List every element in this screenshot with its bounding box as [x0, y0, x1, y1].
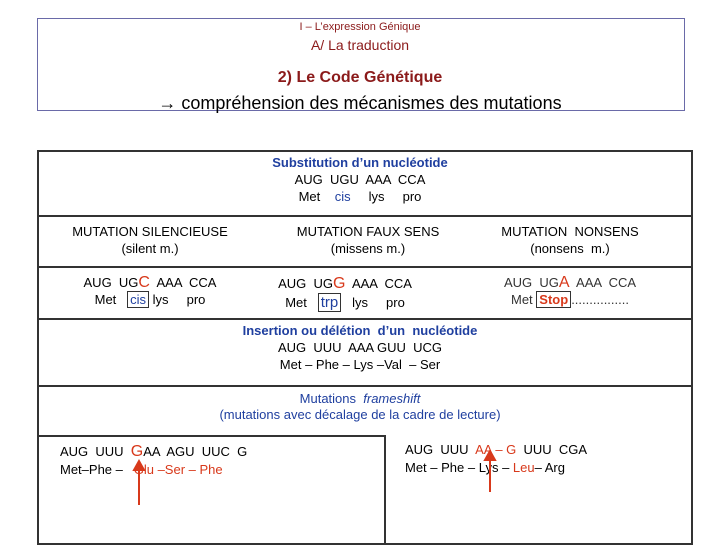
codon: AAA CCA	[569, 275, 637, 290]
deletion-example: AUG UUU AA – G UUU CGA Met – Phe – Lys –…	[405, 441, 587, 477]
col-body: AUG UGC AAA CCA Met cis lys pro	[40, 274, 260, 308]
aa: pro	[186, 292, 206, 307]
aa: cis	[127, 291, 150, 308]
mutated-base: C	[138, 274, 150, 291]
col-subtitle: (nonsens m.)	[530, 241, 610, 256]
substitution-title: Substitution d’un nucléotide	[272, 155, 448, 170]
aa: trp	[317, 293, 342, 312]
amino-acids: Met – Phe – Lys –Val – Ser	[279, 357, 441, 372]
divider	[37, 215, 693, 217]
aa: Leu	[512, 460, 535, 475]
text: Mutations	[299, 391, 364, 406]
aa: Met	[94, 292, 117, 307]
frameshift-title: Mutations frameshift	[0, 391, 720, 406]
inserted-base: G	[130, 443, 144, 460]
col-title: MUTATION FAUX SENS	[296, 224, 440, 239]
insertion-example: AUG UUU GAA AGU UUC G Met–Phe – Glu –Ser…	[60, 443, 247, 479]
aa: Met	[298, 189, 321, 204]
aa: lys	[368, 189, 385, 204]
aa: ................	[571, 292, 629, 307]
codon: AA AGU UUC G	[143, 444, 248, 459]
col-subtitle: (missens m.)	[330, 241, 406, 256]
codon: AAA CCA	[345, 276, 412, 291]
aa: Met–Phe –	[60, 462, 127, 477]
col-title: MUTATION NONSENS	[501, 224, 639, 239]
mutated-base: A	[558, 274, 570, 291]
codons: AUG UGU AAA CCA	[294, 172, 426, 187]
codon: AUG UUU	[405, 442, 476, 457]
aa: lys	[352, 295, 368, 310]
codon: UUU CGA	[516, 442, 588, 457]
text: frameshift	[363, 391, 421, 406]
aa: pro	[402, 189, 422, 204]
aa: cis	[334, 189, 351, 204]
aa: Met – Phe – Lys –	[405, 460, 513, 475]
aa: Met	[285, 295, 307, 310]
col-head: MUTATION FAUX SENS (missens m.)	[258, 223, 478, 257]
arrow-head	[483, 448, 497, 461]
aa: – Arg	[534, 460, 565, 475]
col-subtitle: (silent m.)	[121, 241, 179, 256]
aa: pro	[386, 295, 405, 310]
codons: AUG UUU AAA GUU UCG	[278, 340, 442, 355]
mutated-base: G	[332, 275, 346, 292]
aa: lys	[152, 292, 169, 307]
codon: AUG UUU	[60, 444, 131, 459]
col-body: AUG UGA AAA CCA Met Stop................	[460, 274, 680, 308]
codon: AUG UG	[278, 276, 333, 291]
subsection: 2) Le Code Génétique	[277, 69, 443, 86]
divider	[37, 266, 693, 268]
amino-acids: Met cis lys pro	[0, 189, 720, 204]
chapter: I – L’expression Génique	[299, 21, 421, 33]
col-title: MUTATION SILENCIEUSE	[72, 224, 228, 239]
deleted-base: AA – G	[475, 442, 517, 457]
section: A/ La traduction	[310, 37, 410, 53]
header-box	[37, 18, 685, 111]
divider	[37, 318, 693, 320]
aa: Met	[511, 292, 533, 307]
col-head: MUTATION SILENCIEUSE (silent m.)	[40, 223, 260, 257]
divider	[37, 385, 693, 387]
arrow-head	[132, 458, 146, 471]
heading: → compréhension des mécanismes des mutat…	[158, 93, 562, 113]
frameshift-subtitle: (mutations avec décalage de la cadre de …	[219, 407, 501, 422]
insertion-title: Insertion ou délétion d’un nucléotide	[242, 323, 478, 338]
col-body: AUG UGG AAA CCA Met trp lys pro	[235, 274, 455, 312]
codon: AUG UG	[83, 275, 139, 290]
aa: Stop	[536, 291, 572, 308]
col-head: MUTATION NONSENS (nonsens m.)	[460, 223, 680, 257]
codon: AAA CCA	[149, 275, 217, 290]
codon: AUG UG	[503, 275, 559, 290]
